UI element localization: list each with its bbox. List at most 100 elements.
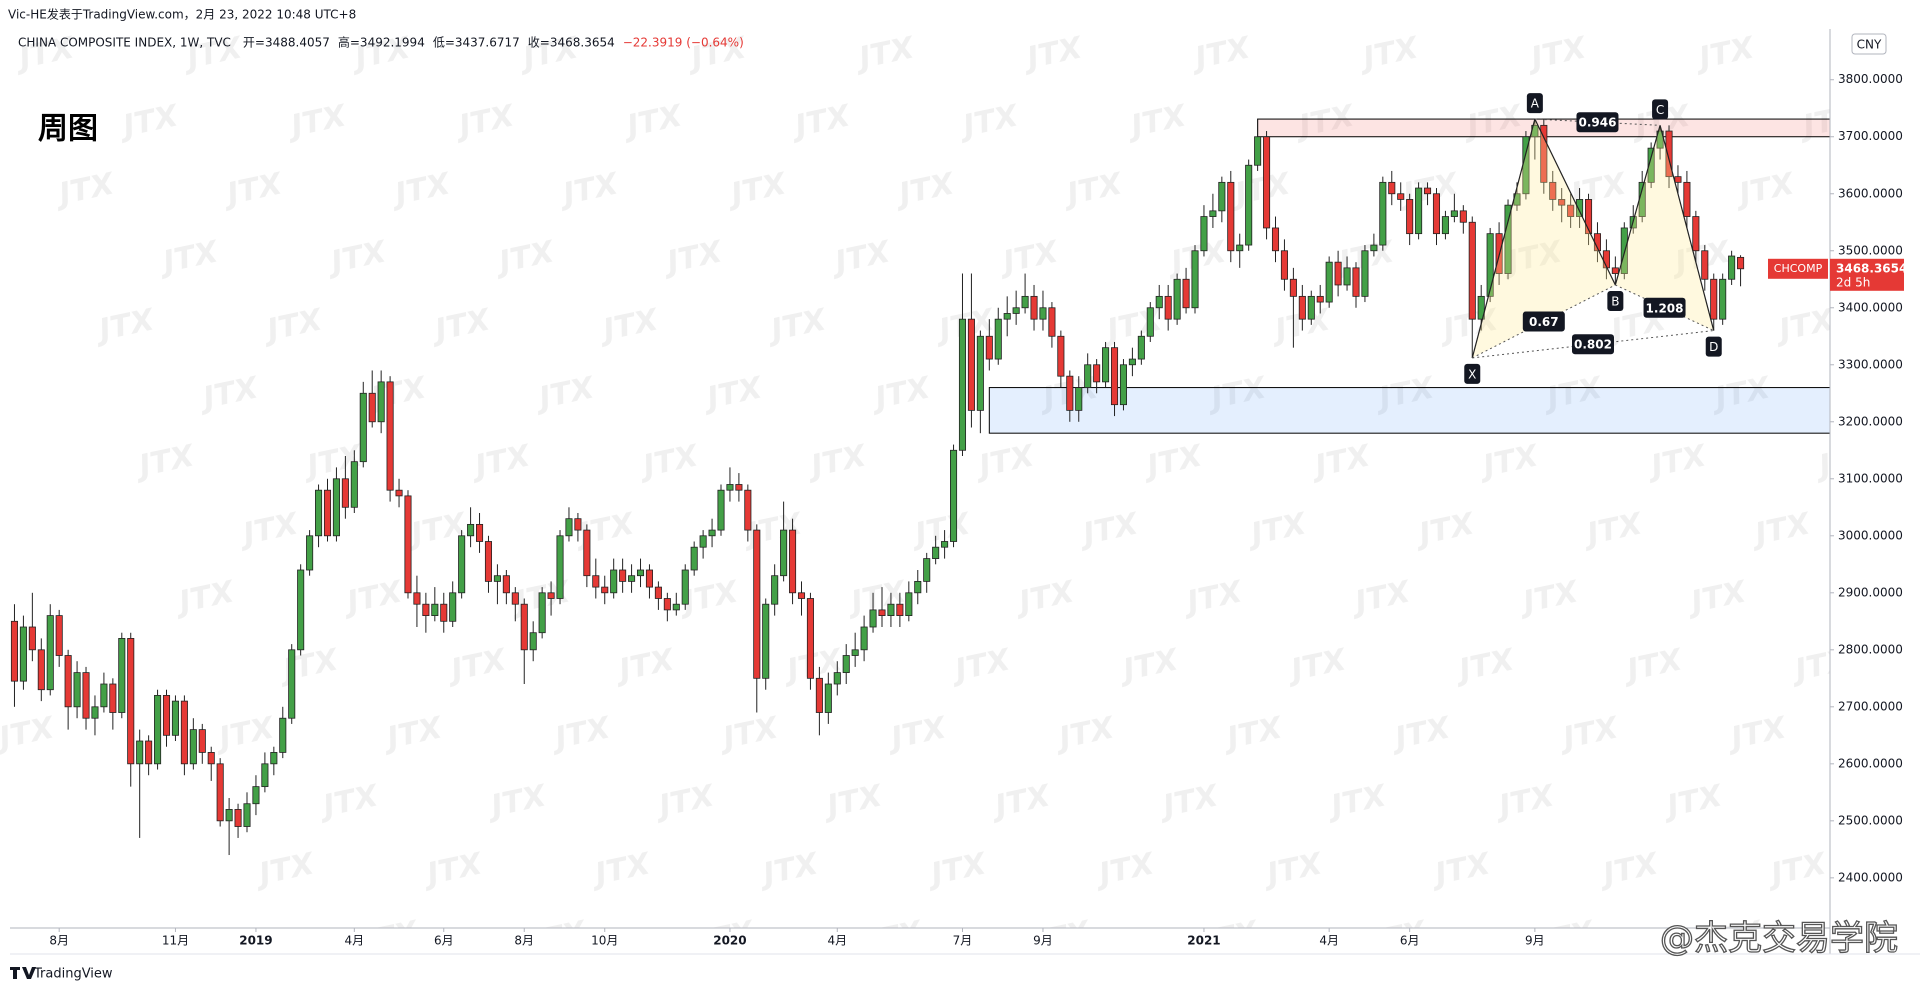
candle-body <box>1576 199 1584 217</box>
y-tick-label: 2600.0000 <box>1838 756 1903 770</box>
watermark: JTX <box>211 710 279 757</box>
candle-body <box>458 535 466 594</box>
candle-body <box>1084 364 1092 388</box>
pattern-area <box>1472 119 1616 358</box>
candle-body <box>225 809 233 822</box>
candle-body <box>1441 216 1449 235</box>
candle-body <box>592 575 600 588</box>
candle-body <box>404 495 412 594</box>
candle-body <box>395 489 403 497</box>
candle-body <box>860 626 868 651</box>
candle-body <box>1182 278 1190 309</box>
candle-body <box>1093 364 1101 383</box>
header: Vic-HE发表于TradingView.com，2月 23, 2022 10:… <box>8 7 356 22</box>
candle-body <box>368 392 376 423</box>
watermark: JTX <box>1243 506 1311 553</box>
x-tick-label: 2021 <box>1187 934 1220 948</box>
candle-body <box>645 569 653 588</box>
legend-item: 收=3468.3654 <box>528 36 615 50</box>
time-axis-bg <box>0 928 1920 994</box>
candle-body <box>55 615 63 656</box>
candle-body <box>556 535 564 599</box>
watermark: JTX <box>819 778 887 825</box>
candle-body <box>359 392 367 463</box>
candle-body <box>708 529 716 537</box>
x-tick-label: 4月 <box>345 934 365 948</box>
point-box <box>1652 99 1669 120</box>
candle-body <box>1128 358 1136 366</box>
watermark: JTX <box>1579 506 1647 553</box>
watermark: JTX <box>827 234 895 281</box>
watermark: JTX <box>1155 778 1223 825</box>
candle-body <box>753 529 761 679</box>
candle-body <box>476 523 484 542</box>
candle-body <box>1406 199 1414 235</box>
candle-body <box>279 717 287 753</box>
candle-body <box>484 541 493 582</box>
y-tick-label: 3000.0000 <box>1838 528 1903 542</box>
candle-body <box>1352 267 1360 297</box>
harmonic-pattern: 0.946 0.67 0.802 1.208 X A B C D <box>1464 93 1722 384</box>
candle-body <box>538 592 546 634</box>
watermark: JTX <box>955 98 1023 145</box>
candle-body <box>171 700 179 736</box>
candle-body <box>1012 307 1020 314</box>
watermark: JTX <box>1323 778 1391 825</box>
watermark: JTX <box>1747 506 1815 553</box>
candle-body <box>1325 261 1333 303</box>
watermark: JTX <box>723 166 791 213</box>
watermark: JTX <box>1123 98 1191 145</box>
watermark: JTX <box>171 574 239 621</box>
candle-body <box>1459 210 1467 223</box>
candle-body <box>1674 176 1682 183</box>
legend-item: 低=3437.6717 <box>433 36 520 50</box>
candle-body <box>332 478 340 537</box>
watermark: JTX <box>803 438 871 485</box>
watermark: JTX <box>1595 846 1663 893</box>
candle-body <box>1388 181 1396 195</box>
candle-body <box>323 489 332 537</box>
candle-body <box>1119 364 1127 406</box>
candle-body <box>1164 295 1172 320</box>
point-label: D <box>1709 340 1718 354</box>
watermark: JTX <box>315 778 383 825</box>
candle-body <box>789 529 797 594</box>
candle-body <box>306 535 314 571</box>
candle-body <box>1021 295 1029 309</box>
candle-body <box>726 484 734 491</box>
candle-body <box>100 683 108 708</box>
watermark: JTX <box>419 846 487 893</box>
candle-body <box>1567 204 1575 217</box>
candle-body <box>1236 244 1244 252</box>
watermark: JTX <box>987 778 1055 825</box>
y-tick-label: 3500.0000 <box>1838 243 1903 257</box>
candle-body <box>1075 387 1083 411</box>
point-box <box>1464 363 1481 384</box>
watermark: JTX <box>1683 574 1751 621</box>
watermark: JTX <box>235 506 303 553</box>
candle-body <box>1620 227 1628 274</box>
candle-body <box>1737 256 1745 270</box>
watermark: JTX <box>763 302 831 349</box>
watermark: JTX <box>1619 642 1687 689</box>
watermark: JTX <box>1091 846 1159 893</box>
watermark: JTX <box>1099 302 1167 349</box>
candle-body <box>842 655 850 674</box>
x-tick-label: 8月 <box>49 934 69 948</box>
x-tick-label: 4月 <box>1319 934 1339 948</box>
candle-body <box>413 592 421 605</box>
candle-body <box>1710 278 1718 320</box>
candle-body <box>699 535 707 548</box>
x-tick-label: 2019 <box>239 934 272 948</box>
y-tick-label: 2700.0000 <box>1838 699 1903 713</box>
candle-body <box>1263 136 1271 229</box>
candle-body <box>1254 136 1262 166</box>
watermark: JTX <box>51 166 119 213</box>
candle-body <box>663 598 671 611</box>
candle-body <box>270 752 278 765</box>
y-tick-label: 2800.0000 <box>1838 642 1903 656</box>
candle-body <box>744 489 752 531</box>
candle-body <box>252 786 260 805</box>
watermark: JTX <box>587 846 655 893</box>
watermark: JTX <box>339 574 407 621</box>
